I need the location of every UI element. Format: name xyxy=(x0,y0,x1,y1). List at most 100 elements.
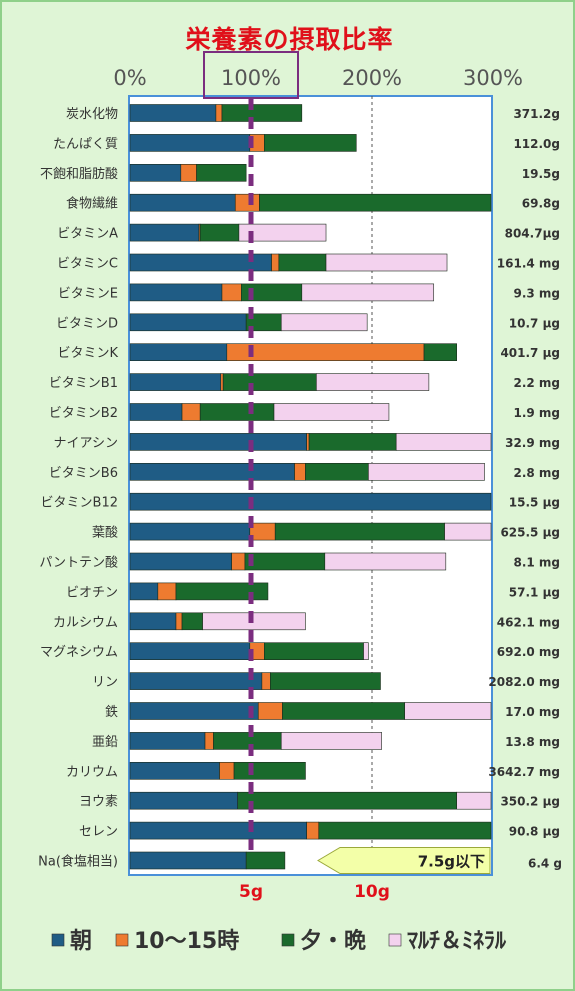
bar-segment xyxy=(306,821,320,840)
bar-segment xyxy=(308,433,397,451)
category-label: ビタミンB12 xyxy=(41,496,118,511)
bar-segment xyxy=(129,164,182,182)
amount-label: 10.7 μg xyxy=(509,316,560,330)
category-label: ビタミンA xyxy=(57,227,118,242)
bar-segment xyxy=(199,223,240,242)
x-tick-label: 300% xyxy=(463,66,523,90)
bar-segment xyxy=(213,732,282,750)
amount-label: 32.9 mg xyxy=(505,436,560,450)
amount-label: 692.0 mg xyxy=(497,645,560,659)
category-label: カルシウム xyxy=(53,615,118,630)
bar-segment xyxy=(175,582,269,601)
bar-segment xyxy=(129,433,307,451)
bar-segment xyxy=(180,164,197,182)
bar-segment xyxy=(175,612,183,631)
bar-segment xyxy=(278,253,327,272)
legend-label: 10〜15時 xyxy=(134,929,239,954)
legend-label: 朝 xyxy=(70,928,92,954)
bar-segment xyxy=(444,522,492,541)
bar-segment xyxy=(404,702,492,720)
category-label: 亜鉛 xyxy=(92,735,118,750)
bar-segment xyxy=(270,672,381,690)
category-label: Na(食塩相当) xyxy=(38,854,118,870)
amount-label: 2082.0 mg xyxy=(488,675,560,689)
x-tick-label: 200% xyxy=(342,66,402,90)
bar-segment xyxy=(231,552,246,571)
bar-segment xyxy=(244,552,326,571)
bar-segment xyxy=(305,462,369,481)
category-label: パントテン酸 xyxy=(39,556,118,571)
bar-segment xyxy=(129,373,222,391)
bar-segment xyxy=(237,791,457,810)
bar-segment xyxy=(129,582,159,601)
bar-segment xyxy=(129,851,247,870)
bar-segment xyxy=(181,612,203,631)
amount-label: 625.5 μg xyxy=(500,526,560,540)
bar-segment xyxy=(395,433,492,451)
legend-swatch xyxy=(115,933,129,947)
legend-swatch xyxy=(51,933,65,947)
chart-title: 栄養素の摂取比率 xyxy=(185,25,394,54)
amount-label: 401.7 μg xyxy=(500,346,560,360)
amount-label: 3642.7 mg xyxy=(488,765,560,779)
legend-label: ﾏﾙﾁ＆ﾐﾈﾗﾙ xyxy=(407,929,507,954)
legend-swatch xyxy=(388,933,402,947)
bar-segment xyxy=(129,223,200,242)
amount-label: 371.2g xyxy=(513,107,560,121)
bar-segment xyxy=(129,104,217,122)
category-label: ビタミンD xyxy=(56,316,118,331)
bar-segment xyxy=(129,702,259,720)
plot-area xyxy=(128,95,493,876)
bar-segment xyxy=(259,193,492,212)
amount-label: 8.1 mg xyxy=(513,556,560,570)
bar-segment xyxy=(234,193,260,212)
bar-segment xyxy=(271,253,280,272)
bar-segment xyxy=(324,552,447,571)
category-label: ビオチン xyxy=(66,585,118,600)
category-label: セレン xyxy=(79,825,118,840)
bar-segment xyxy=(129,343,228,362)
amount-label: 2.2 mg xyxy=(513,376,560,390)
category-label: 食物繊維 xyxy=(66,196,118,212)
bar-segment xyxy=(273,403,390,421)
amount-label: 9.3 mg xyxy=(513,286,560,300)
category-label: たんぱく質 xyxy=(53,137,118,152)
amount-label: 57.1 μg xyxy=(509,585,560,599)
annotation-arrow xyxy=(317,847,491,874)
category-label: ビタミンB1 xyxy=(49,376,118,391)
bar-segment xyxy=(363,642,369,661)
bar-segment xyxy=(129,193,236,212)
bar-segment xyxy=(129,492,492,511)
amount-label: 90.8 μg xyxy=(509,825,560,839)
bar-segment xyxy=(221,104,303,122)
category-label: 不飽和脂肪酸 xyxy=(40,166,118,182)
bar-segment xyxy=(274,522,445,541)
bar-segment xyxy=(264,134,357,152)
legend-swatch xyxy=(281,933,295,947)
amount-label: 350.2 μg xyxy=(500,795,560,809)
bar-segment xyxy=(157,582,177,601)
bar-segment xyxy=(220,373,224,391)
bar-segment xyxy=(226,343,425,362)
bar-segment xyxy=(129,403,183,421)
category-label: ヨウ素 xyxy=(79,795,118,810)
category-label: ビタミンB6 xyxy=(49,466,118,481)
bar-segment xyxy=(129,283,223,302)
category-label: 鉄 xyxy=(105,705,118,720)
bar-segment xyxy=(238,223,327,242)
amount-label: 6.4 g xyxy=(528,857,562,871)
bar-segment xyxy=(257,702,283,720)
amount-label: 19.5g xyxy=(522,167,560,181)
bar-segment xyxy=(282,702,405,720)
x-tick-label: 0% xyxy=(113,66,146,90)
bar-segment xyxy=(233,761,306,780)
category-label: リン xyxy=(92,675,118,690)
bar-segment xyxy=(129,761,220,780)
amount-label: 112.0g xyxy=(513,137,560,151)
amount-label: 2.8 mg xyxy=(513,466,560,480)
bar-segment xyxy=(202,612,306,631)
bar-segment xyxy=(215,104,223,122)
bar-segment xyxy=(129,642,251,661)
bar-segment xyxy=(129,612,177,631)
